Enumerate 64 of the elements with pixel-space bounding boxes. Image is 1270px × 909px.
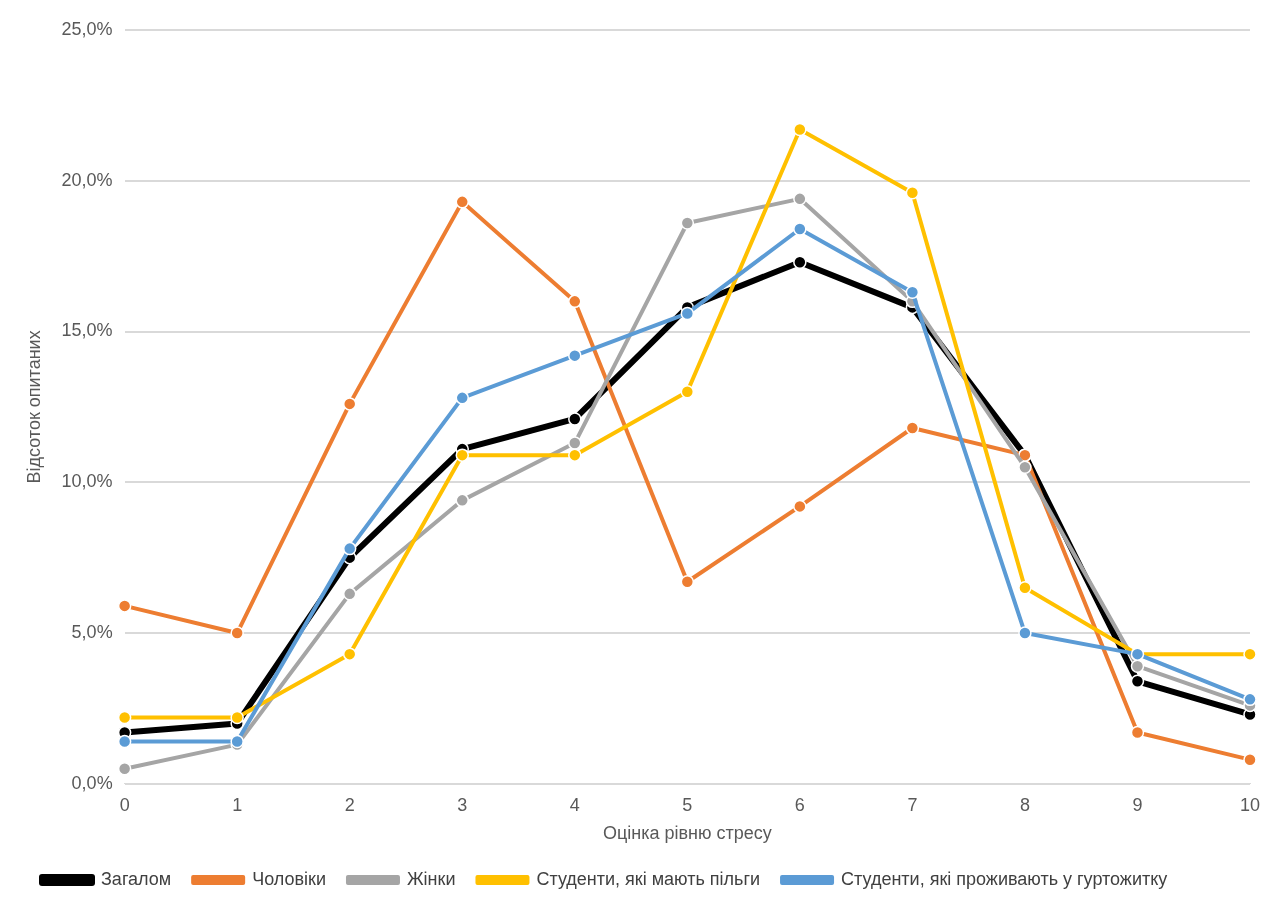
y-tick-label: 0,0% [71,772,113,793]
point [905,421,920,435]
point [680,575,695,589]
point [1018,626,1032,640]
point [793,122,807,137]
x-tick-label: 10 [1239,794,1261,815]
legend-label: Чоловіки [252,868,326,889]
x-tick-label: 4 [569,794,580,815]
y-axis-title: Відсоток опитаних [23,330,44,484]
point [1130,674,1145,689]
y-tick-label: 10,0% [61,471,113,492]
point [1130,725,1145,740]
point [680,216,695,230]
x-tick-label: 2 [344,794,355,815]
point [793,192,807,206]
y-tick-label: 15,0% [61,320,113,341]
point [568,436,582,450]
x-tick-label: 9 [1132,794,1143,815]
point [568,348,582,363]
point [793,222,807,236]
y-tick-label: 5,0% [71,622,113,643]
point [117,734,132,749]
point [568,412,582,426]
point [230,710,244,725]
point [680,306,695,321]
legend-label: Студенти, які проживають у гуртожитку [841,868,1168,889]
point [1130,659,1145,673]
x-tick-label: 5 [682,794,693,815]
point [793,255,807,269]
point [342,587,357,601]
x-tick-label: 3 [457,794,468,815]
y-tick-label: 20,0% [61,169,113,190]
x-tick-label: 6 [794,794,805,815]
legend-label: Студенти, які мають пільги [536,868,761,889]
point [793,499,807,514]
point [568,448,582,462]
y-tick-label: 25,0% [61,18,113,39]
point [117,761,132,776]
point [342,647,357,661]
point [568,294,582,309]
legend-label: Жінки [406,868,456,889]
legend-label: Загалом [101,868,172,889]
point [455,448,469,462]
point [342,541,357,556]
point [1018,581,1032,595]
point [117,710,132,725]
point [342,397,357,411]
x-tick-label: 0 [119,794,130,815]
point [905,186,920,200]
point [1243,647,1257,661]
point [455,195,469,209]
point [455,493,469,508]
x-tick-label: 8 [1019,794,1030,815]
point [455,391,469,405]
point [1018,460,1032,474]
x-axis-title: Оцінка рівню стресу [602,823,772,844]
point [230,626,244,640]
point [1243,692,1257,707]
point [905,285,920,300]
point [117,599,132,613]
point [680,385,695,399]
point [1243,752,1257,767]
x-tick-label: 7 [907,794,918,815]
x-tick-label: 1 [232,794,243,815]
